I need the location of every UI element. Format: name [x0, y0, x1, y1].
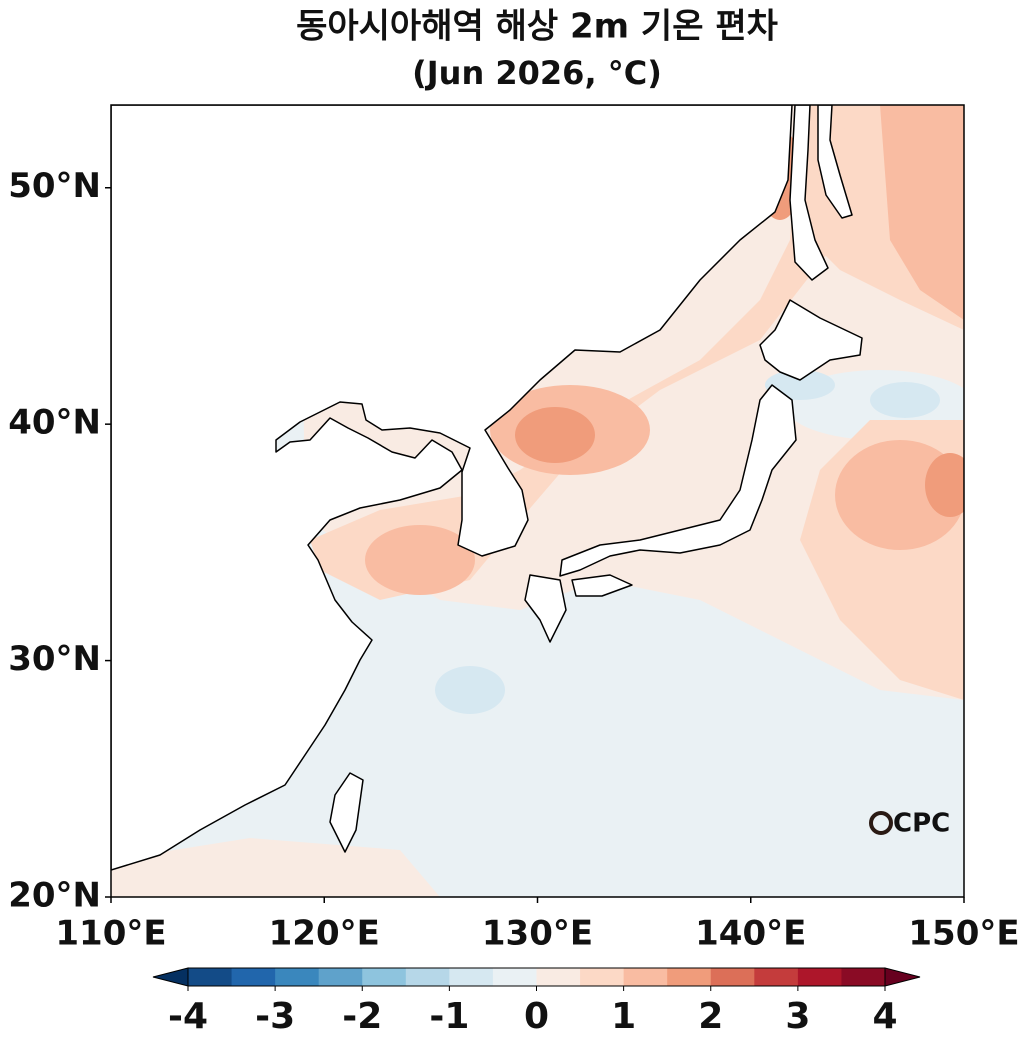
- colorbar: -4 -3 -2 -1 0 1 2 3 4: [152, 967, 921, 1037]
- colorbar-extend-high: [884, 967, 921, 987]
- y-tick-label: 40°N: [8, 403, 101, 443]
- logo-text: CPC: [893, 809, 950, 839]
- colorbar-tick-label: 4: [872, 996, 897, 1037]
- anomaly-region: [880, 105, 964, 320]
- colorbar-tick-label: -4: [168, 996, 208, 1037]
- taiwan: [329, 772, 364, 853]
- colorbar-cell: [797, 968, 842, 986]
- colorbar-cell: [492, 968, 537, 986]
- honshu: [559, 384, 797, 577]
- colorbar-cell: [580, 968, 625, 986]
- logo: CPC: [869, 809, 950, 839]
- colorbar-cell: [623, 968, 668, 986]
- anomaly-region: [870, 382, 940, 418]
- axes: 110°E 120°E 130°E 140°E 150°E 20°N 30°N 40°N 50°…: [8, 166, 1019, 953]
- colorbar-tick-label: 0: [524, 996, 549, 1037]
- anomaly-region: [515, 407, 595, 463]
- subtitle: (Jun 2026, °C): [412, 54, 662, 92]
- anomaly-region: [435, 666, 505, 714]
- x-tick-label: 120°E: [269, 914, 380, 954]
- anomaly-region: [925, 453, 964, 517]
- colorbar-cell: [841, 968, 886, 986]
- colorbar-tick-label: -2: [342, 996, 382, 1037]
- colorbar-tick-label: 1: [611, 996, 636, 1037]
- y-tick-label: 50°N: [8, 166, 101, 206]
- anomaly-region: [111, 838, 440, 897]
- colorbar-cell: [710, 968, 755, 986]
- logo-mark: [869, 811, 893, 835]
- x-tick-label: 110°E: [55, 914, 166, 954]
- colorbar-cell: [231, 968, 276, 986]
- russia-coast: [789, 105, 829, 281]
- colorbar-tick-label: -3: [255, 996, 295, 1037]
- map: [111, 105, 964, 897]
- colorbar-tick-label: 3: [785, 996, 810, 1037]
- colorbar-cell: [667, 968, 712, 986]
- x-tick-label: 140°E: [695, 914, 806, 954]
- colorbar-cell: [275, 968, 320, 986]
- mainland: [111, 105, 793, 871]
- colorbar-extend-low: [152, 967, 189, 987]
- colorbar-cell: [362, 968, 407, 986]
- shikoku: [571, 574, 633, 597]
- colorbar-cell: [449, 968, 494, 986]
- colorbar-cell: [754, 968, 799, 986]
- title: 동아시아해역 해상 2m 기온 편차: [296, 7, 778, 47]
- colorbar-cell: [188, 968, 233, 986]
- y-tick-label: 30°N: [8, 639, 101, 679]
- colorbar-tick-label: 2: [698, 996, 723, 1037]
- sakhalin: [817, 105, 853, 219]
- anomaly-region: [365, 525, 475, 595]
- colorbar-cell: [405, 968, 450, 986]
- kyushu: [524, 574, 567, 643]
- y-tick-label: 20°N: [8, 876, 101, 916]
- colorbar-cell: [318, 968, 363, 986]
- x-tick-label: 130°E: [482, 914, 593, 954]
- hokkaido: [759, 299, 863, 381]
- colorbar-cell: [536, 968, 581, 986]
- colorbar-tick-label: -1: [429, 996, 469, 1037]
- anomaly-region: [560, 770, 964, 897]
- x-tick-label: 150°E: [908, 914, 1019, 954]
